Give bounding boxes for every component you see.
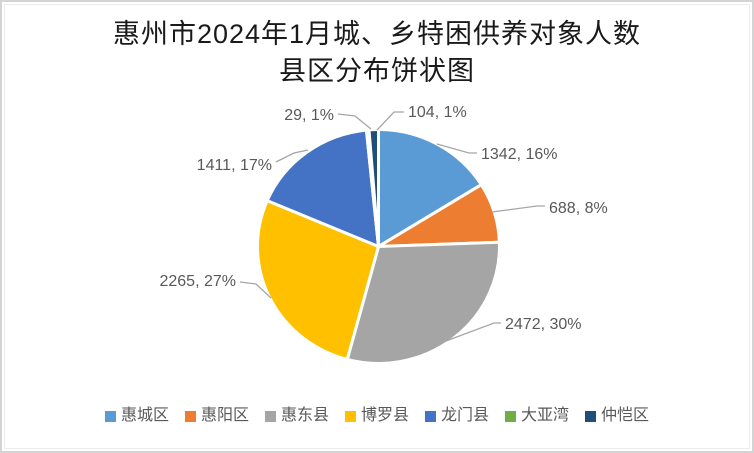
legend-label: 仲恺区 [601, 407, 650, 424]
legend-swatch-icon [184, 410, 196, 422]
leader-line-5 [275, 149, 309, 163]
legend-swatch-icon [264, 410, 276, 422]
data-label-4: 2265, 27% [159, 273, 236, 290]
legend-item-1[interactable]: 惠城区 [104, 407, 169, 424]
legend-label: 龙门县 [441, 407, 490, 424]
data-label-5: 1411, 17% [197, 157, 272, 174]
pie-slice-7[interactable] [367, 128, 380, 248]
legend-swatch-icon [585, 410, 597, 422]
legend-item-5[interactable]: 龙门县 [425, 408, 489, 424]
pie-slices [256, 128, 501, 365]
legend-swatch-icon [505, 410, 517, 422]
data-label-6: 29, 1% [284, 107, 334, 124]
leader-line-4 [239, 281, 272, 299]
data-label-7: 104, 1% [408, 104, 467, 121]
data-label-2: 688, 8% [549, 200, 608, 217]
legend-item-3[interactable]: 惠东县 [264, 407, 329, 424]
legend-label: 惠城区 [120, 407, 169, 424]
chart-title-line1: 惠州市2024年1月城、乡特困供养对象人数 [112, 19, 642, 49]
legend: 惠城区 惠阳区 惠东县 博罗县 龙门县 大亚湾 仲恺区 [0, 402, 754, 430]
pie-slice-5[interactable] [265, 128, 380, 248]
leader-line-1 [436, 143, 477, 154]
leader-line-2 [491, 205, 545, 213]
leader-line-6 [337, 113, 372, 130]
legend-item-2[interactable]: 惠阳区 [184, 407, 249, 424]
data-labels: 1342, 16% 688, 8% 2472, 30% 2265, 27% 1411, … [159, 104, 607, 333]
legend-label: 惠东县 [280, 407, 329, 424]
legend-item-4[interactable]: 博罗县 [344, 407, 409, 424]
label-leader-lines [239, 111, 545, 342]
data-label-3: 2472, 30% [505, 316, 582, 333]
legend-item-6[interactable]: 大亚湾 [505, 408, 569, 424]
legend-label: 大亚湾 [521, 407, 570, 424]
chart-title-line2: 县区分布饼状图 [279, 56, 475, 86]
leader-line-7 [376, 111, 404, 131]
legend-swatch-icon [425, 410, 436, 422]
legend-swatch-icon [104, 410, 116, 422]
legend-item-7[interactable]: 仲恺区 [585, 408, 649, 424]
legend-label: 惠阳区 [200, 407, 249, 424]
legend-label: 博罗县 [360, 407, 409, 424]
chart-title: 惠州市2024年1月城、乡特困供养对象人数 县区分布饼状图 [0, 16, 754, 90]
legend-swatch-icon [344, 410, 356, 422]
leader-line-3 [445, 322, 501, 342]
data-label-1: 1342, 16% [481, 146, 558, 163]
